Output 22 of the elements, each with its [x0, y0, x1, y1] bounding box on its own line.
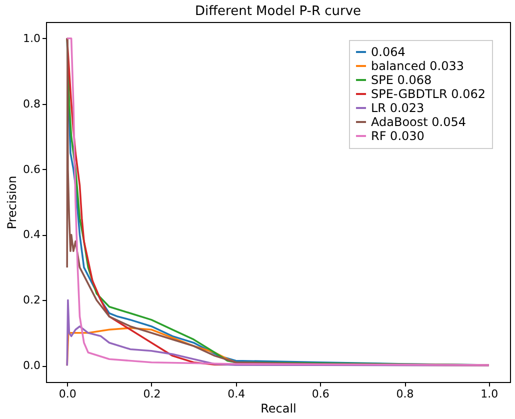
x-tick-label: 0.4 [228, 388, 246, 400]
x-axis-title: Recall [260, 402, 296, 416]
legend-label: balanced 0.033 [371, 59, 464, 73]
y-tick-label: 1.0 [23, 32, 40, 45]
legend-label: 0.064 [371, 45, 406, 59]
legend-label: AdaBoost 0.054 [371, 115, 466, 129]
legend-label: LR 0.023 [371, 101, 424, 115]
x-tick-label: 0.0 [58, 388, 76, 400]
x-tick-label: 0.8 [396, 388, 414, 400]
y-axis-title: Precision [5, 176, 20, 230]
x-tick-label: 1.0 [480, 388, 498, 400]
chart-title: Different Model P-R curve [194, 4, 362, 19]
x-tick-label: 0.6 [312, 388, 330, 400]
y-tick-label: 0.0 [23, 359, 40, 372]
y-tick-label: 0.6 [23, 162, 40, 176]
x-tick-label: 0.2 [143, 388, 161, 400]
y-tick-label: 0.2 [23, 294, 40, 307]
y-tick-label: 0.4 [23, 228, 40, 242]
legend-label: SPE-GBDTLR 0.062 [371, 87, 486, 101]
legend-label: RF 0.030 [371, 129, 424, 143]
y-tick-label: 0.8 [23, 97, 40, 110]
legend-label: SPE 0.068 [371, 73, 432, 87]
